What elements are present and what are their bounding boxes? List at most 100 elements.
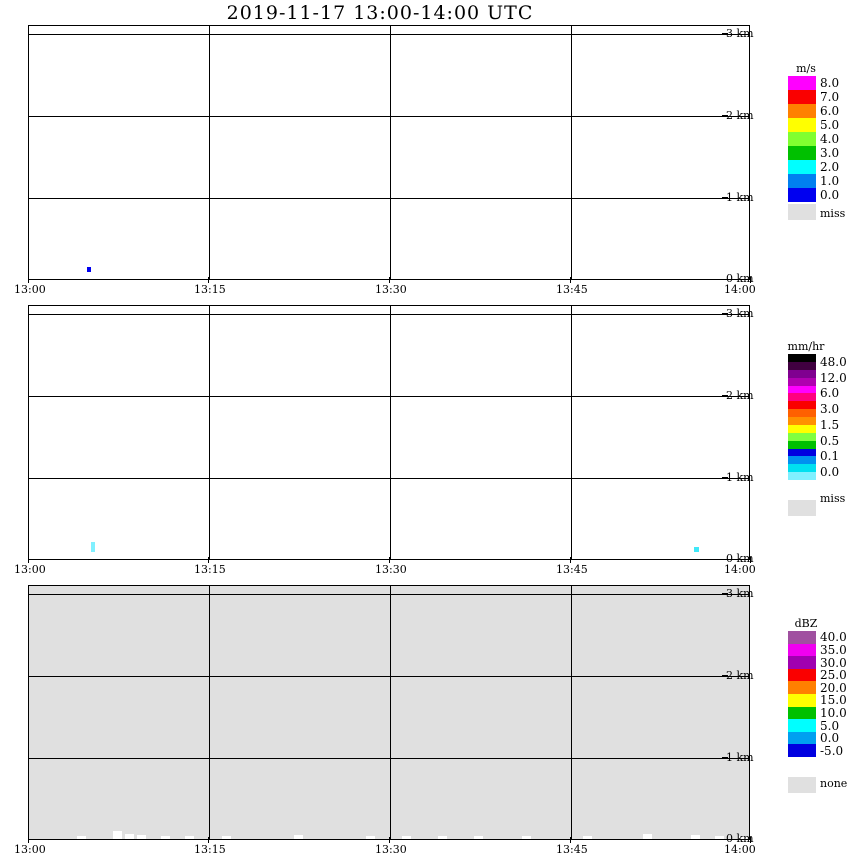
ylabel-0km-p1: 0 km	[726, 272, 754, 285]
data-mark	[738, 835, 748, 839]
colorbar-tick-label: 5.0	[820, 118, 840, 132]
colorbar-tick-label: 5.0	[820, 718, 840, 733]
data-mark	[474, 836, 484, 839]
data-mark	[690, 835, 700, 839]
colorbar-miss-swatch-mmhr	[788, 500, 816, 516]
xlabel-1330-p2: 13:30	[375, 563, 407, 576]
colorbar-tick-label: 0.0	[820, 731, 840, 746]
colorbar-swatch	[788, 369, 816, 378]
colorbar-swatches-dbz	[788, 631, 816, 757]
colorbar-swatch	[788, 432, 816, 441]
gridline-3km	[29, 314, 749, 315]
colorbar-tick-label: 0.1	[820, 449, 840, 464]
colorbar-miss-swatch-ms	[788, 204, 816, 220]
colorbar-swatches-mmhr	[788, 354, 816, 480]
colorbar-swatches-ms	[788, 76, 816, 202]
xlabel-1345-p1: 13:45	[556, 283, 588, 296]
data-mark	[582, 835, 592, 839]
xlabel-1300-p1: 13:00	[14, 283, 46, 296]
colorbar-tick-label: 25.0	[820, 668, 847, 683]
ytick-2km-p1	[722, 115, 728, 116]
colorbar-tick-label: 0.0	[820, 188, 840, 202]
colorbar-miss-label-mmhr: miss	[820, 492, 846, 505]
colorbar-swatch	[788, 472, 816, 480]
colorbar-tick-label: 15.0	[820, 693, 847, 708]
page-title: 2019-11-17 13:00-14:00 UTC	[226, 2, 534, 24]
gridline-1315	[209, 26, 210, 279]
gridline-3km	[29, 34, 749, 35]
colorbar-none-swatch-dbz	[788, 777, 816, 793]
colorbar-tick-label: 30.0	[820, 655, 847, 670]
colorbar-swatch	[788, 377, 816, 386]
colorbar-swatch	[788, 354, 816, 362]
colorbar-tick-label: 7.0	[820, 90, 840, 104]
colorbar-swatch	[788, 719, 816, 732]
gridline-1km	[29, 478, 749, 479]
colorbar-swatch	[788, 440, 816, 449]
colorbar-swatch	[788, 643, 816, 657]
ytick-1km-p2	[722, 477, 728, 478]
ytick-2km-p3	[722, 675, 728, 676]
data-mark	[87, 267, 91, 272]
gridline-1345	[571, 306, 572, 559]
colorbar-swatch	[788, 464, 816, 473]
colorbar-swatch	[788, 104, 816, 118]
data-mark	[185, 836, 195, 839]
colorbar-swatch	[788, 448, 816, 457]
colorbar-tick-label: 6.0	[820, 104, 840, 118]
colorbar-tick-label: 4.0	[820, 132, 840, 146]
gridline-1345	[571, 586, 572, 839]
colorbar-tick-label: 48.0	[820, 354, 847, 369]
ylabel-1km-p1: 1 km	[726, 191, 754, 204]
colorbar-unit-ms: m/s	[796, 62, 816, 75]
colorbar-tick-label: 40.0	[820, 630, 847, 645]
ylabel-3km-p1: 3 km	[726, 27, 754, 40]
data-mark	[522, 836, 532, 839]
axis-title-reflectivity: Reflectivity	[0, 585, 65, 840]
colorbar-tick-label: 8.0	[820, 76, 840, 90]
colorbar-swatch	[788, 385, 816, 394]
colorbar-none-label-dbz: none	[820, 777, 848, 790]
colorbar-swatch	[788, 76, 816, 90]
ytick-1km-p1	[722, 197, 728, 198]
plot-area-rain-intensity	[28, 305, 750, 560]
colorbar-tick-label: 3.0	[820, 402, 840, 417]
xaxis-reflectivity: 13:00 13:15 13:30 13:45 14:00	[14, 837, 756, 859]
gridline-1330	[390, 586, 391, 839]
colorbar-tick-label: 0.0	[820, 465, 840, 480]
colorbar-tick-label: -5.0	[820, 743, 844, 758]
colorbar-swatch	[788, 361, 816, 370]
ytick-1km-p3	[722, 757, 728, 758]
colorbar-swatch	[788, 731, 816, 745]
colorbar-tick-label: 10.0	[820, 705, 847, 720]
ytick-2km-p2	[722, 395, 728, 396]
xlabel-1300-p2: 13:00	[14, 563, 46, 576]
colorbar-swatch	[788, 188, 816, 202]
xlabel-1315-p1: 13:15	[194, 283, 226, 296]
gridline-1km	[29, 758, 749, 759]
colorbar-swatch	[788, 160, 816, 174]
ylabel-1km-p2: 1 km	[726, 471, 754, 484]
colorbar-tick-label: 0.5	[820, 433, 840, 448]
colorbar-miss-label-ms: miss	[820, 207, 846, 220]
colorbar-swatch	[788, 631, 816, 644]
xaxis-fall-velocity: 13:00 13:15 13:30 13:45 14:00	[14, 277, 756, 299]
ylabel-2km-p2: 2 km	[726, 389, 754, 402]
data-mark	[293, 835, 303, 839]
data-mark	[642, 834, 652, 839]
xlabel-1300-p3: 13:00	[14, 843, 46, 856]
xlabel-1330-p1: 13:30	[375, 283, 407, 296]
axis-title-fall-velocity: Fall Velocity	[0, 25, 69, 280]
gridline-2km	[29, 676, 749, 677]
colorbar-swatch	[788, 174, 816, 188]
colorbar-swatch	[788, 693, 816, 707]
plot-area-fall-velocity	[28, 25, 750, 280]
colorbar-swatch	[788, 706, 816, 720]
xlabel-1330-p3: 13:30	[375, 843, 407, 856]
colorbar-swatch	[788, 90, 816, 104]
data-mark	[221, 835, 231, 839]
colorbar-unit-mmhr: mm/hr	[787, 340, 825, 353]
data-mark	[125, 833, 135, 839]
data-mark	[714, 836, 724, 839]
colorbar-swatch	[788, 118, 816, 132]
